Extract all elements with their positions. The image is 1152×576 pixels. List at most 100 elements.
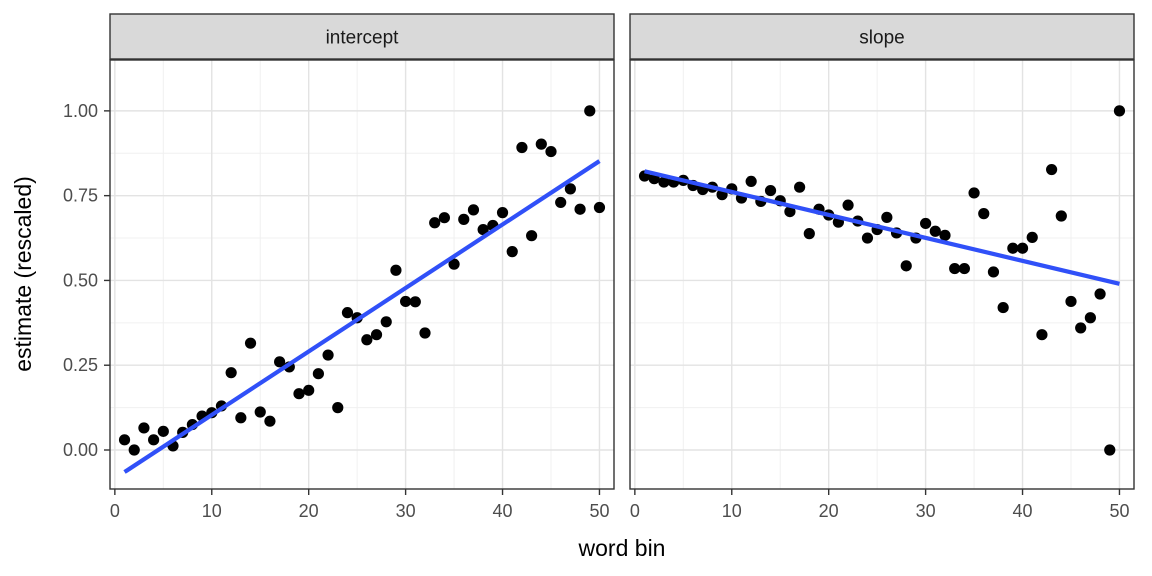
y-axis: 0.00 0.25 0.50 0.75 1.00 xyxy=(63,101,110,460)
data-point xyxy=(264,415,276,427)
data-point xyxy=(861,232,874,244)
data-point xyxy=(968,187,980,199)
data-point xyxy=(380,316,392,328)
data-point xyxy=(535,138,547,150)
data-point xyxy=(303,384,315,396)
facet-strip xyxy=(629,13,1135,60)
panels: intercept 0 10 20 30 40 50 slope 0 10 20 30 40 50 xyxy=(109,13,1135,521)
x-axis-title: word bin xyxy=(578,535,666,561)
y-axis-title: estimate (rescaled) xyxy=(10,176,36,372)
x-tick-label: 10 xyxy=(202,501,222,521)
data-point xyxy=(987,266,1000,278)
data-point xyxy=(1016,242,1029,254)
data-point xyxy=(564,183,576,195)
data-point xyxy=(496,207,509,219)
plot-background xyxy=(110,60,614,489)
x-tick-label: 40 xyxy=(1013,501,1033,521)
data-point xyxy=(322,349,334,361)
data-point xyxy=(361,334,373,346)
data-point xyxy=(409,296,421,308)
data-point xyxy=(745,175,757,188)
plot-background xyxy=(630,60,1134,489)
data-point xyxy=(448,258,460,270)
x-tick-label: 50 xyxy=(1109,501,1129,521)
x-tick-label: 20 xyxy=(819,501,839,521)
x-tick-label: 0 xyxy=(110,501,120,521)
data-point xyxy=(506,246,518,258)
data-point xyxy=(842,199,854,211)
data-point xyxy=(803,228,815,240)
data-point xyxy=(370,329,383,341)
data-point xyxy=(438,212,450,224)
y-tick-label: 0.00 xyxy=(63,440,98,460)
data-point xyxy=(958,262,970,275)
x-tick-label: 30 xyxy=(396,501,416,521)
data-point xyxy=(1055,210,1067,222)
data-point xyxy=(128,444,140,456)
data-point xyxy=(1084,312,1096,324)
data-point xyxy=(978,208,990,220)
data-point xyxy=(341,307,354,319)
data-point xyxy=(794,181,806,193)
data-point xyxy=(419,327,431,339)
x-tick-label: 50 xyxy=(589,501,609,521)
trend-line xyxy=(123,159,601,474)
data-point xyxy=(138,422,150,434)
data-point xyxy=(1046,163,1058,176)
facet-strip-label: slope xyxy=(859,28,904,49)
panel-slope: slope 0 10 20 30 40 50 xyxy=(629,13,1135,521)
y-tick-label: 0.50 xyxy=(63,270,98,290)
facet-strip xyxy=(109,13,615,60)
data-point xyxy=(312,368,324,380)
data-point xyxy=(148,434,160,446)
data-point xyxy=(477,223,489,236)
data-point xyxy=(1007,242,1019,254)
data-point xyxy=(244,337,257,349)
facet-strip-label: intercept xyxy=(326,28,400,49)
data-point xyxy=(225,367,237,379)
data-point xyxy=(1094,288,1106,300)
data-point xyxy=(118,434,131,446)
x-tick-label: 10 xyxy=(722,501,742,521)
x-tick-label: 30 xyxy=(916,501,936,521)
data-point xyxy=(429,217,441,229)
data-point xyxy=(574,203,586,215)
panel-border xyxy=(629,59,1135,490)
data-point xyxy=(390,264,402,276)
data-point xyxy=(254,406,266,418)
data-point xyxy=(467,204,480,216)
data-point xyxy=(458,213,470,225)
data-point xyxy=(555,196,567,209)
data-point xyxy=(784,205,796,218)
x-tick-label: 0 xyxy=(630,501,640,521)
data-point xyxy=(929,225,941,237)
data-point xyxy=(1113,105,1126,117)
data-point xyxy=(658,176,670,188)
y-tick-label: 0.75 xyxy=(63,186,98,206)
data-point xyxy=(1104,444,1116,456)
data-point xyxy=(764,184,777,197)
data-point xyxy=(545,145,557,158)
data-point xyxy=(293,388,305,400)
data-point xyxy=(593,201,606,214)
data-point xyxy=(526,230,538,242)
data-point xyxy=(332,402,344,414)
panel-intercept: intercept 0 10 20 30 40 50 xyxy=(109,13,615,521)
y-tick-label: 0.25 xyxy=(63,355,98,375)
x-tick-label: 20 xyxy=(299,501,319,521)
data-point xyxy=(1075,322,1087,334)
y-tick-label: 1.00 xyxy=(63,101,98,121)
data-point xyxy=(939,229,951,241)
data-point xyxy=(1036,329,1048,341)
x-tick-label: 40 xyxy=(493,501,513,521)
data-point xyxy=(235,412,247,424)
data-point xyxy=(997,301,1009,314)
data-point xyxy=(584,105,596,117)
data-point xyxy=(1026,231,1038,243)
data-point xyxy=(400,295,412,308)
data-point xyxy=(1065,295,1077,308)
data-point xyxy=(949,262,961,275)
data-point xyxy=(516,141,528,154)
data-point xyxy=(920,217,932,230)
